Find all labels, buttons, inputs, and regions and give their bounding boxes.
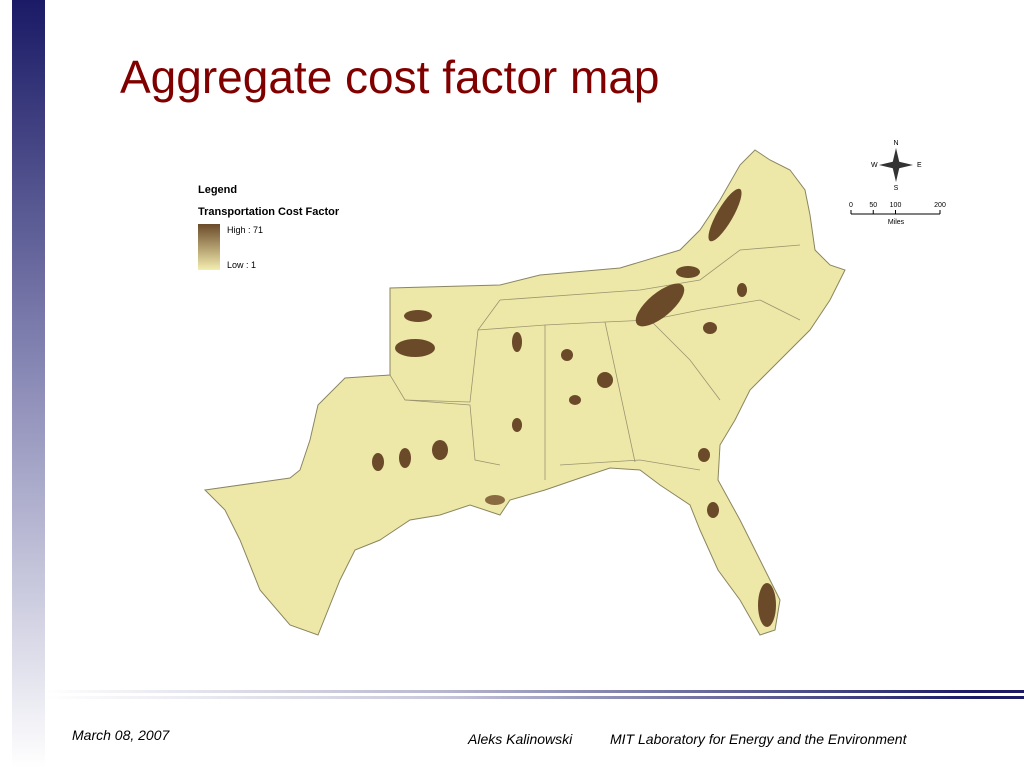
- scale-tick-label: 50: [869, 202, 877, 209]
- compass-s: S: [894, 185, 899, 192]
- scale-bar: 0 50 100 200: [849, 202, 946, 215]
- scale-tick-label: 100: [890, 202, 902, 209]
- state-borders: [389, 244, 801, 480]
- legend-subtitle: Transportation Cost Factor: [198, 206, 340, 218]
- compass-e: E: [917, 162, 922, 169]
- legend-title: Legend: [198, 184, 237, 196]
- compass: [879, 148, 913, 182]
- map: Legend Transportation Cost Factor High :…: [198, 140, 946, 636]
- compass-n: N: [893, 140, 898, 147]
- footer-date: March 08, 2007: [72, 727, 170, 743]
- footer-author: Aleks Kalinowski: [468, 731, 573, 747]
- footer-rule: [45, 696, 1024, 699]
- legend-high: High : 71: [227, 225, 263, 235]
- footer-rule: [45, 690, 1024, 693]
- footer-org: MIT Laboratory for Energy and the Enviro…: [610, 731, 907, 747]
- high-cost-areas: [372, 188, 776, 627]
- slide-title: Aggregate cost factor map: [120, 51, 660, 103]
- compass-w: W: [871, 162, 878, 169]
- legend-ramp: [198, 224, 220, 270]
- sidebar: [12, 0, 45, 768]
- scale-tick-label: 200: [934, 202, 946, 209]
- region-shape: [203, 149, 846, 636]
- scale-tick-label: 0: [849, 202, 853, 209]
- legend-low: Low : 1: [227, 260, 256, 270]
- scale-unit: Miles: [888, 219, 905, 226]
